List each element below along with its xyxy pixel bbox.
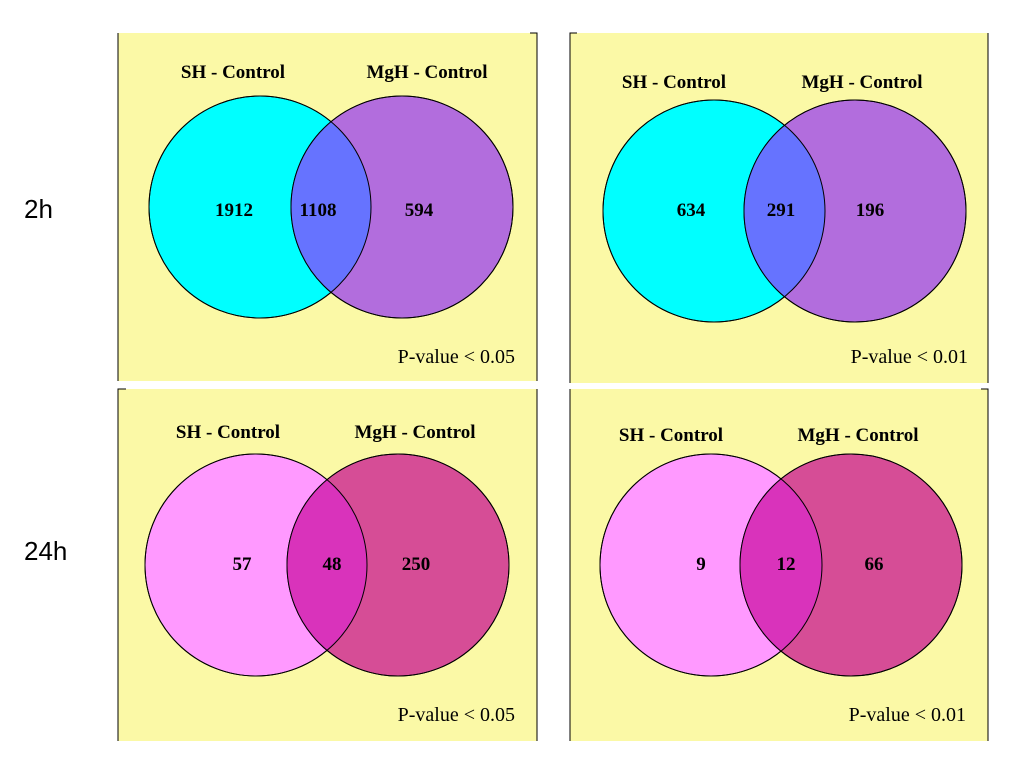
venn-circle-left-outline <box>599 453 823 677</box>
row-label-24h: 24h <box>24 536 67 566</box>
count-overlap: 291 <box>767 200 796 221</box>
row-label-2h: 2h <box>24 194 53 224</box>
venn-panel-24h-p005: SH - Control MgH - Control 57 48 250 P-v… <box>117 388 538 741</box>
count-left-only: 1912 <box>215 200 253 221</box>
count-right-only: 196 <box>856 200 885 221</box>
set-label-left: SH - Control <box>622 72 726 93</box>
panel-edge-left <box>569 32 577 383</box>
venn-overlap-region <box>744 100 825 322</box>
venn-circle-left-outline <box>144 453 368 677</box>
count-left-only: 9 <box>696 554 706 575</box>
count-overlap: 48 <box>323 554 342 575</box>
set-label-right: MgH - Control <box>797 425 918 446</box>
venn-circle-left-outline <box>602 99 826 323</box>
set-label-right: MgH - Control <box>354 422 475 443</box>
set-label-right: MgH - Control <box>801 72 922 93</box>
set-label-left: SH - Control <box>181 62 285 83</box>
count-right-only: 594 <box>405 200 434 221</box>
count-right-only: 66 <box>865 554 884 575</box>
venn-overlap-region <box>287 454 367 676</box>
set-label-left: SH - Control <box>619 425 723 446</box>
pvalue-label: P-value < 0.05 <box>398 346 515 368</box>
venn-circle-right-outline <box>286 453 510 677</box>
count-overlap: 1108 <box>300 200 337 221</box>
set-label-right: MgH - Control <box>366 62 487 83</box>
venn-overlap-region <box>291 96 371 318</box>
venn-overlap-region <box>740 454 822 676</box>
panel-edge-left <box>117 388 126 741</box>
pvalue-label: P-value < 0.01 <box>849 704 966 726</box>
venn-circle-right-outline <box>290 95 514 319</box>
count-right-only: 250 <box>402 554 431 575</box>
panel-edge-right <box>981 388 989 741</box>
count-left-only: 57 <box>233 554 253 575</box>
venn-panel-24h-p001: SH - Control MgH - Control 9 12 66 P-val… <box>569 388 989 741</box>
set-label-left: SH - Control <box>176 422 280 443</box>
pvalue-label: P-value < 0.05 <box>398 704 515 726</box>
venn-circle-left-outline <box>148 95 372 319</box>
venn-circle-right-outline <box>743 99 967 323</box>
venn-circle-right-outline <box>739 453 963 677</box>
count-overlap: 12 <box>777 554 796 575</box>
venn-panel-2h-p005: SH - Control MgH - Control 1912 1108 594… <box>117 32 538 381</box>
pvalue-label: P-value < 0.01 <box>851 346 968 368</box>
count-left-only: 634 <box>677 200 706 221</box>
venn-panel-2h-p001: SH - Control MgH - Control 634 291 196 P… <box>569 32 989 383</box>
panel-edge-right <box>530 32 538 381</box>
